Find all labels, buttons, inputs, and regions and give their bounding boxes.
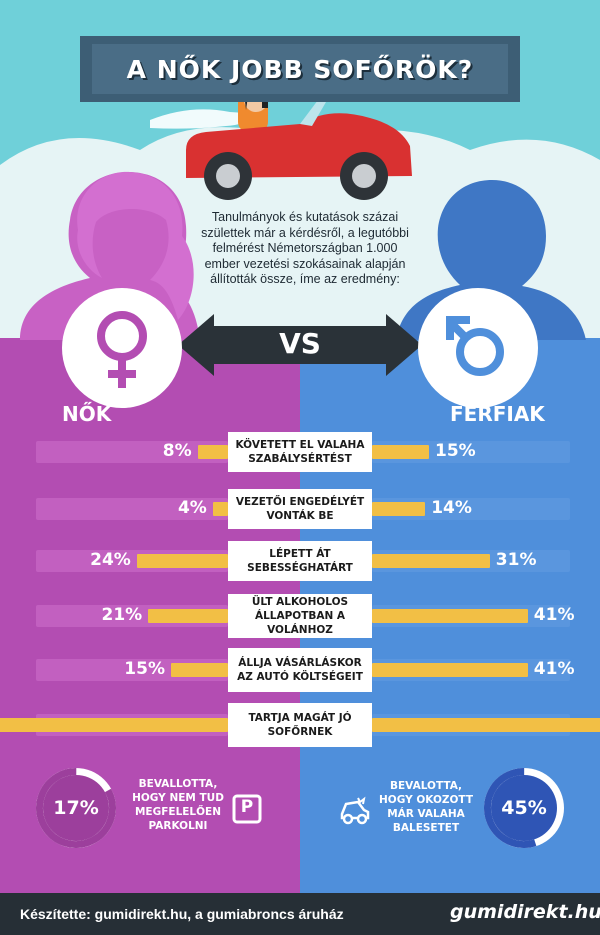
women-bar [171, 663, 228, 677]
car-icon [150, 87, 412, 200]
men-ring [484, 768, 564, 848]
women-ring-value: 17% [53, 797, 99, 819]
women-bar [136, 554, 228, 568]
men-value-label: 15% [435, 441, 476, 461]
women-bar [0, 718, 228, 732]
category-label: TARTJA MAGÁT JÓ SOFŐRNEK [228, 703, 372, 747]
men-label: FÉRFIAK [450, 402, 545, 426]
men-value-label: 31% [495, 550, 537, 570]
women-note: BEVALLOTTA, HOGY NEM TUD MEGFELELŐEN PAR… [132, 778, 224, 832]
woman-hair [77, 171, 194, 320]
women-value-label: 4% [177, 498, 207, 518]
women-value-label: 15% [124, 659, 165, 679]
male-symbol-icon [446, 316, 504, 376]
parking-letter: P [240, 797, 254, 817]
footer-bar [0, 893, 600, 935]
men-ring-value: 45% [501, 797, 547, 819]
men-value-label: 14% [431, 498, 472, 518]
women-value-label: 24% [90, 550, 131, 570]
parking-icon [232, 794, 262, 824]
male-circle [418, 288, 538, 408]
men-bar [372, 718, 600, 732]
double-arrow-icon [178, 314, 422, 376]
vs-label: VS [279, 327, 321, 360]
footer-credit: Készítette: gumidirekt.hu, a gumiabroncs… [20, 906, 344, 922]
banner-face: A NŐK JOBB SOFŐRÖK? [92, 44, 508, 94]
men-value-label: 41% [533, 659, 575, 679]
men-note: BEVALOTTA, HOGY OKOZOTT MÁR VALAHA BALES… [379, 780, 473, 834]
female-symbol-icon [97, 311, 147, 388]
page-title: A NŐK JOBB SOFŐRÖK? [126, 54, 474, 84]
women-bar [148, 609, 228, 623]
men-bar [372, 609, 528, 623]
men-bar [372, 502, 426, 516]
women-track [36, 441, 228, 463]
men-ring-remainder [484, 768, 564, 848]
category-label: KÖVETETT EL VALAHA SZABÁLYSÉRTÉST [228, 432, 372, 472]
women-value-label: 8% [162, 441, 192, 461]
category-label: VEZETŐI ENGEDÉLYÉT VONTÁK BE [228, 489, 372, 529]
men-bar [372, 663, 528, 677]
intro-text: Tanulmányok és kutatások százai születte… [201, 210, 409, 286]
category-label: ÜLT ALKOHOLOS ÁLLAPOTBAN A VOLÁNHOZ [228, 594, 372, 638]
men-bar [372, 445, 429, 459]
category-label: LÉPETT ÁT SEBESSÉGHATÁRT [228, 541, 372, 581]
category-label: ÁLLJA VÁSÁRLÁSKOR AZ AUTÓ KÖLTSÉGEIT [228, 648, 372, 692]
women-bar [197, 445, 228, 459]
women-ring [36, 768, 116, 848]
men-bar [372, 554, 490, 568]
women-ring-remainder [36, 768, 116, 848]
female-circle [62, 288, 182, 408]
women-bar [212, 502, 228, 516]
title-banner: A NŐK JOBB SOFŐRÖK? [80, 36, 520, 102]
crash-icon [340, 796, 370, 825]
footer-brand: gumidirekt.hu [450, 901, 600, 923]
women-value-label: 21% [101, 605, 143, 625]
men-value-label: 41% [533, 605, 575, 625]
women-track [36, 498, 228, 520]
women-label: NŐK [62, 402, 112, 426]
